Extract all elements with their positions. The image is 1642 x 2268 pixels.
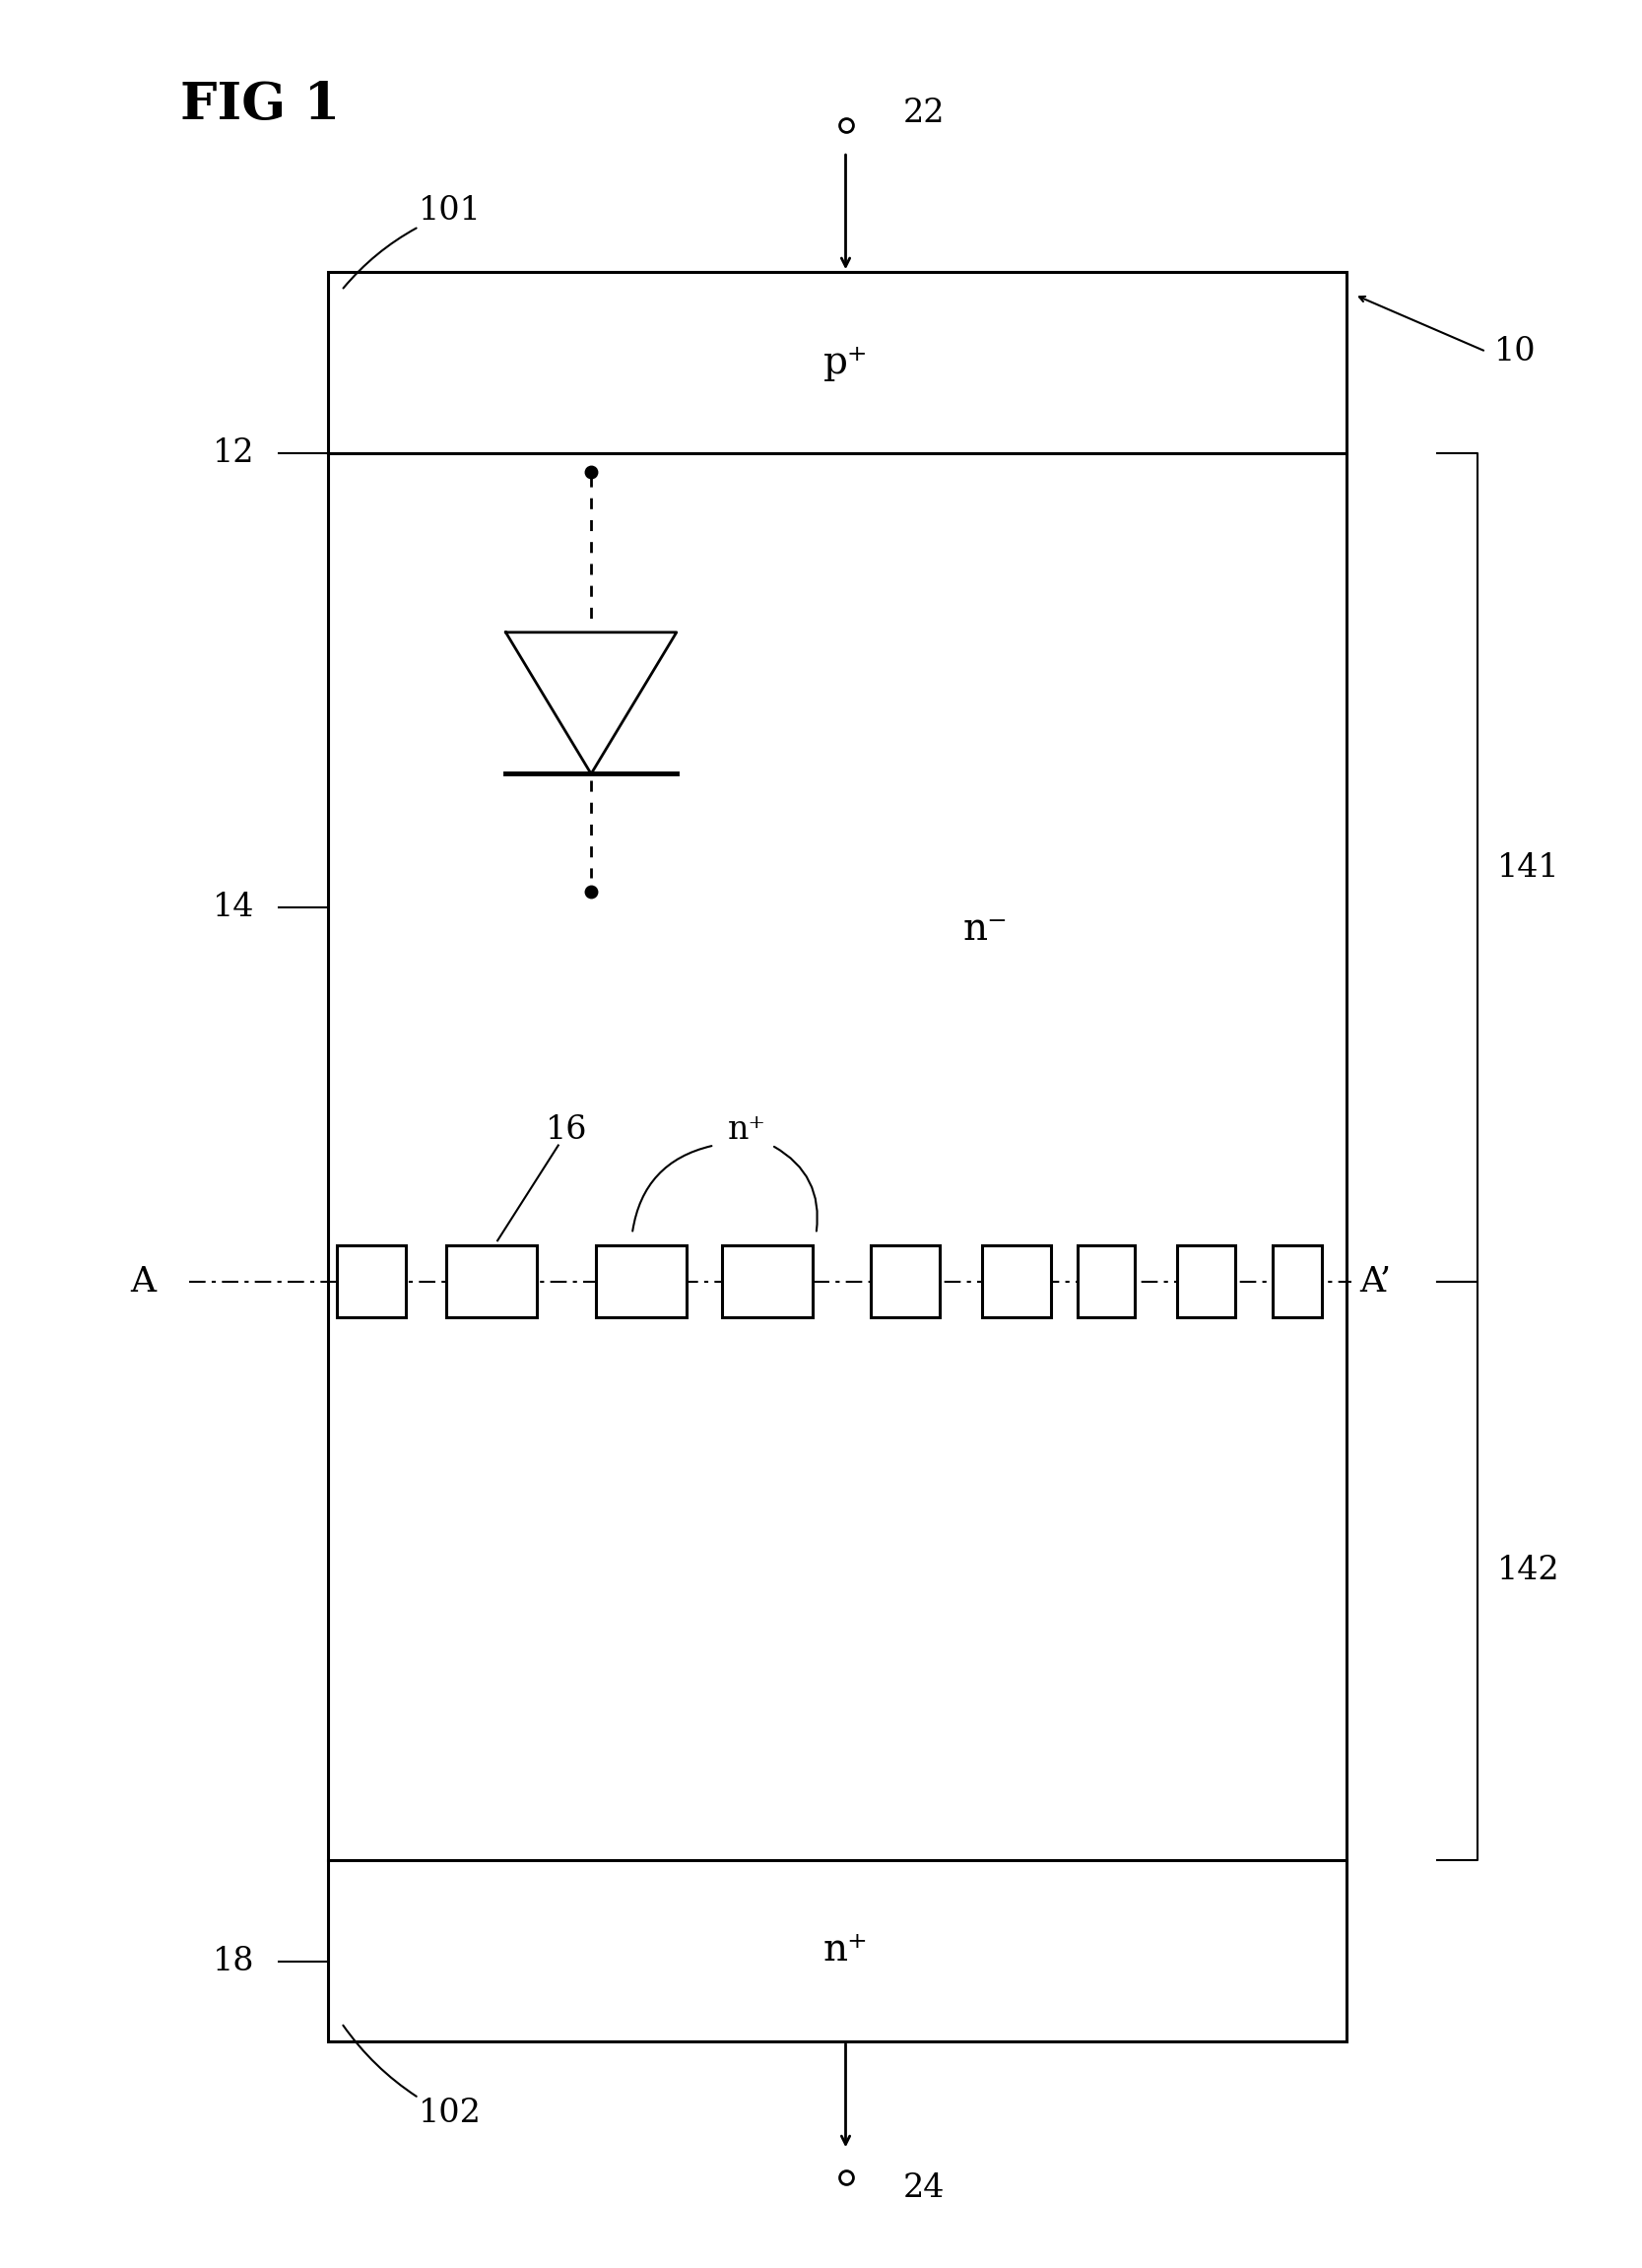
Text: 24: 24	[903, 2173, 944, 2204]
Text: 101: 101	[419, 195, 481, 227]
Text: 14: 14	[213, 891, 255, 923]
Text: 22: 22	[903, 98, 944, 129]
Bar	[1177, 1245, 1235, 1318]
Text: A’: A’	[1360, 1266, 1391, 1297]
Text: n⁺: n⁺	[823, 1932, 869, 1969]
Text: 141: 141	[1498, 853, 1560, 882]
Text: FIG 1: FIG 1	[181, 79, 340, 129]
Text: 102: 102	[419, 2098, 481, 2130]
Text: n⁻: n⁻	[962, 912, 1008, 948]
Text: 16: 16	[545, 1114, 588, 1145]
Text: p⁺: p⁺	[823, 345, 869, 381]
Bar	[328, 272, 1346, 2041]
Text: 12: 12	[213, 438, 255, 469]
Bar	[596, 1245, 686, 1318]
Bar	[870, 1245, 939, 1318]
Text: 18: 18	[213, 1946, 255, 1978]
Bar	[447, 1245, 537, 1318]
Text: 142: 142	[1498, 1556, 1560, 1585]
Bar	[1077, 1245, 1135, 1318]
Text: n⁺: n⁺	[727, 1114, 767, 1145]
Bar	[1273, 1245, 1322, 1318]
Text: 10: 10	[1494, 336, 1537, 367]
Text: A: A	[130, 1266, 156, 1297]
Bar	[982, 1245, 1051, 1318]
Bar	[337, 1245, 406, 1318]
Bar	[722, 1245, 813, 1318]
